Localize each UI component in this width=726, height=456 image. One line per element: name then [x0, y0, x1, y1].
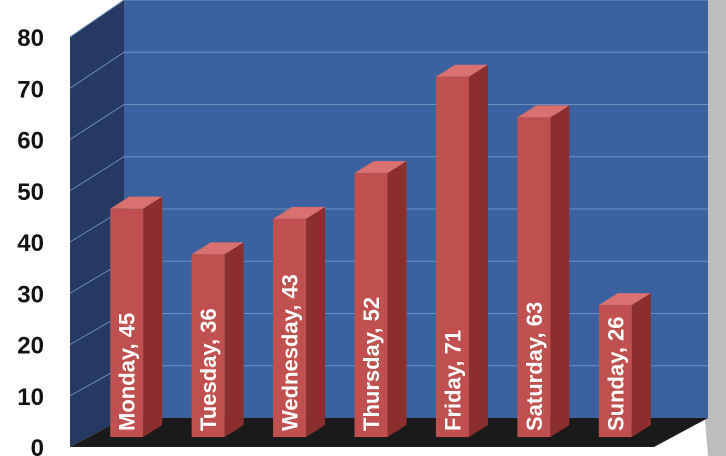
bar-data-label: Thursday, 52 — [359, 297, 384, 431]
gridline — [69, 156, 708, 192]
bar-side — [387, 161, 407, 438]
bar: Thursday, 52 — [354, 161, 407, 438]
bar-front — [354, 173, 388, 438]
y-tick-label: 40 — [17, 230, 44, 257]
bar-data-label: Sunday, 26 — [603, 316, 628, 431]
bar-front — [191, 254, 225, 437]
bar-data-label: Wednesday, 43 — [278, 274, 303, 431]
bar: Monday, 45 — [110, 196, 163, 437]
bar-data-label: Saturday, 63 — [522, 302, 547, 431]
bar-front — [517, 117, 551, 437]
bar-front — [273, 218, 307, 437]
bar-side — [224, 242, 244, 437]
bar-front — [435, 76, 469, 438]
bar-top — [273, 206, 326, 219]
y-tick-label: 10 — [17, 384, 44, 411]
bar-side — [468, 64, 488, 438]
bar-data-label: Monday, 45 — [115, 313, 140, 431]
bar-top — [191, 242, 244, 255]
bar-data-label: Friday, 71 — [440, 330, 465, 431]
y-tick-label: 30 — [17, 281, 44, 308]
bar: Tuesday, 36 — [191, 242, 244, 437]
y-axis: 0 10 20 30 40 50 60 70 80 — [17, 25, 44, 456]
y-tick-label: 50 — [17, 179, 44, 206]
bar: Wednesday, 43 — [273, 206, 326, 437]
bar: Saturday, 63 — [517, 105, 570, 437]
bars: Monday, 45 Tuesday, 36 Wednesday, 43 Thursd… — [110, 64, 651, 438]
y-tick-label: 70 — [17, 76, 44, 103]
bar-top — [517, 105, 570, 118]
bar: Friday, 71 — [435, 64, 488, 438]
y-tick-label: 60 — [17, 128, 44, 155]
y-tick-label: 0 — [31, 435, 44, 456]
bar-top — [435, 64, 488, 77]
bar-side — [550, 105, 570, 437]
gridline — [69, 0, 708, 38]
bar-top — [598, 293, 651, 306]
y-tick-label: 20 — [17, 333, 44, 360]
bar-top — [110, 196, 163, 209]
bar-data-label: Tuesday, 36 — [196, 308, 221, 431]
gridline — [69, 104, 708, 140]
bar-front — [110, 208, 144, 437]
gridline — [69, 51, 708, 89]
bar: Sunday, 26 — [598, 293, 651, 437]
y-tick-label: 80 — [17, 25, 44, 52]
bar-front — [598, 305, 632, 437]
bar-side — [631, 293, 651, 437]
bar-side — [306, 206, 326, 437]
bar-top — [354, 161, 407, 174]
bar-side — [143, 196, 163, 437]
